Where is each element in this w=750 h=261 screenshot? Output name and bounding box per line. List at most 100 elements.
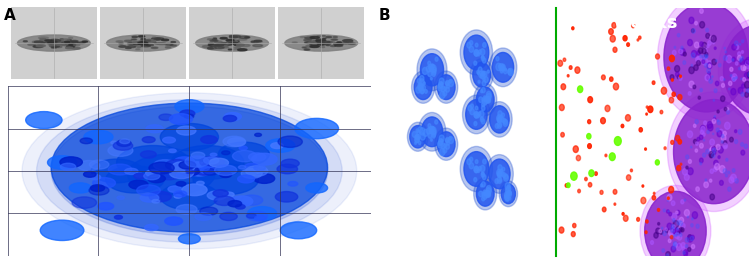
Circle shape — [217, 43, 223, 45]
Circle shape — [496, 169, 502, 177]
Circle shape — [502, 67, 504, 71]
Circle shape — [695, 57, 699, 62]
Circle shape — [334, 45, 343, 46]
Circle shape — [688, 92, 692, 95]
Circle shape — [486, 96, 490, 102]
Circle shape — [419, 141, 421, 145]
Circle shape — [673, 218, 675, 222]
Circle shape — [722, 84, 724, 87]
Circle shape — [302, 47, 307, 48]
Circle shape — [154, 160, 176, 170]
Circle shape — [638, 36, 641, 39]
Circle shape — [670, 75, 674, 80]
Circle shape — [189, 171, 197, 175]
Circle shape — [692, 245, 694, 249]
Circle shape — [92, 159, 142, 183]
Circle shape — [484, 192, 487, 195]
Circle shape — [51, 39, 56, 40]
Circle shape — [420, 75, 424, 81]
Circle shape — [671, 201, 675, 206]
Circle shape — [474, 166, 478, 173]
Circle shape — [432, 131, 436, 137]
Circle shape — [432, 129, 436, 135]
Circle shape — [140, 151, 156, 158]
Circle shape — [239, 146, 248, 150]
Circle shape — [440, 91, 445, 99]
Circle shape — [331, 45, 335, 46]
Circle shape — [474, 50, 478, 56]
Circle shape — [736, 77, 737, 79]
Circle shape — [700, 9, 703, 13]
Circle shape — [422, 85, 425, 91]
Circle shape — [671, 228, 676, 234]
Circle shape — [742, 51, 743, 53]
Circle shape — [478, 80, 480, 83]
Circle shape — [488, 193, 490, 197]
Circle shape — [320, 40, 326, 42]
Circle shape — [175, 170, 194, 178]
Circle shape — [247, 213, 256, 218]
Circle shape — [575, 67, 580, 73]
Circle shape — [439, 135, 444, 142]
Circle shape — [438, 84, 443, 91]
Circle shape — [706, 149, 710, 154]
Circle shape — [415, 142, 416, 144]
Circle shape — [674, 241, 677, 246]
Circle shape — [695, 142, 698, 145]
Circle shape — [277, 164, 298, 174]
Circle shape — [478, 67, 482, 72]
Circle shape — [427, 61, 430, 65]
Circle shape — [51, 39, 61, 42]
Circle shape — [482, 173, 484, 177]
Circle shape — [656, 160, 659, 165]
Circle shape — [667, 210, 669, 213]
Circle shape — [40, 40, 49, 42]
Circle shape — [484, 192, 486, 195]
Circle shape — [280, 222, 316, 239]
Circle shape — [612, 22, 616, 28]
Circle shape — [235, 43, 241, 44]
Circle shape — [646, 106, 648, 108]
Circle shape — [200, 207, 217, 215]
Circle shape — [567, 75, 569, 77]
Circle shape — [486, 91, 491, 98]
Text: B: B — [379, 8, 390, 23]
Circle shape — [185, 156, 209, 167]
Circle shape — [208, 39, 213, 40]
Circle shape — [696, 187, 699, 191]
Circle shape — [446, 87, 449, 92]
Circle shape — [561, 84, 566, 90]
Circle shape — [676, 228, 678, 230]
Circle shape — [143, 41, 152, 43]
Circle shape — [478, 72, 479, 75]
Circle shape — [28, 44, 35, 45]
Circle shape — [497, 177, 502, 183]
Circle shape — [224, 192, 234, 197]
Circle shape — [310, 44, 317, 46]
Circle shape — [321, 41, 331, 43]
Circle shape — [605, 154, 607, 157]
Circle shape — [478, 167, 482, 170]
Circle shape — [664, 3, 748, 112]
Circle shape — [497, 172, 501, 177]
Circle shape — [321, 41, 326, 42]
Circle shape — [497, 171, 501, 176]
Circle shape — [248, 207, 277, 220]
Circle shape — [702, 58, 708, 65]
Circle shape — [622, 212, 624, 215]
Circle shape — [711, 35, 716, 42]
Circle shape — [474, 84, 496, 116]
Circle shape — [489, 159, 510, 189]
Circle shape — [600, 190, 603, 194]
Circle shape — [449, 137, 452, 140]
Circle shape — [111, 141, 118, 144]
Circle shape — [229, 42, 235, 44]
Circle shape — [650, 241, 653, 245]
Circle shape — [652, 81, 655, 85]
Circle shape — [672, 50, 676, 55]
Circle shape — [566, 184, 568, 187]
Circle shape — [423, 129, 428, 137]
Circle shape — [444, 144, 446, 147]
Circle shape — [348, 41, 352, 42]
Circle shape — [680, 217, 684, 223]
